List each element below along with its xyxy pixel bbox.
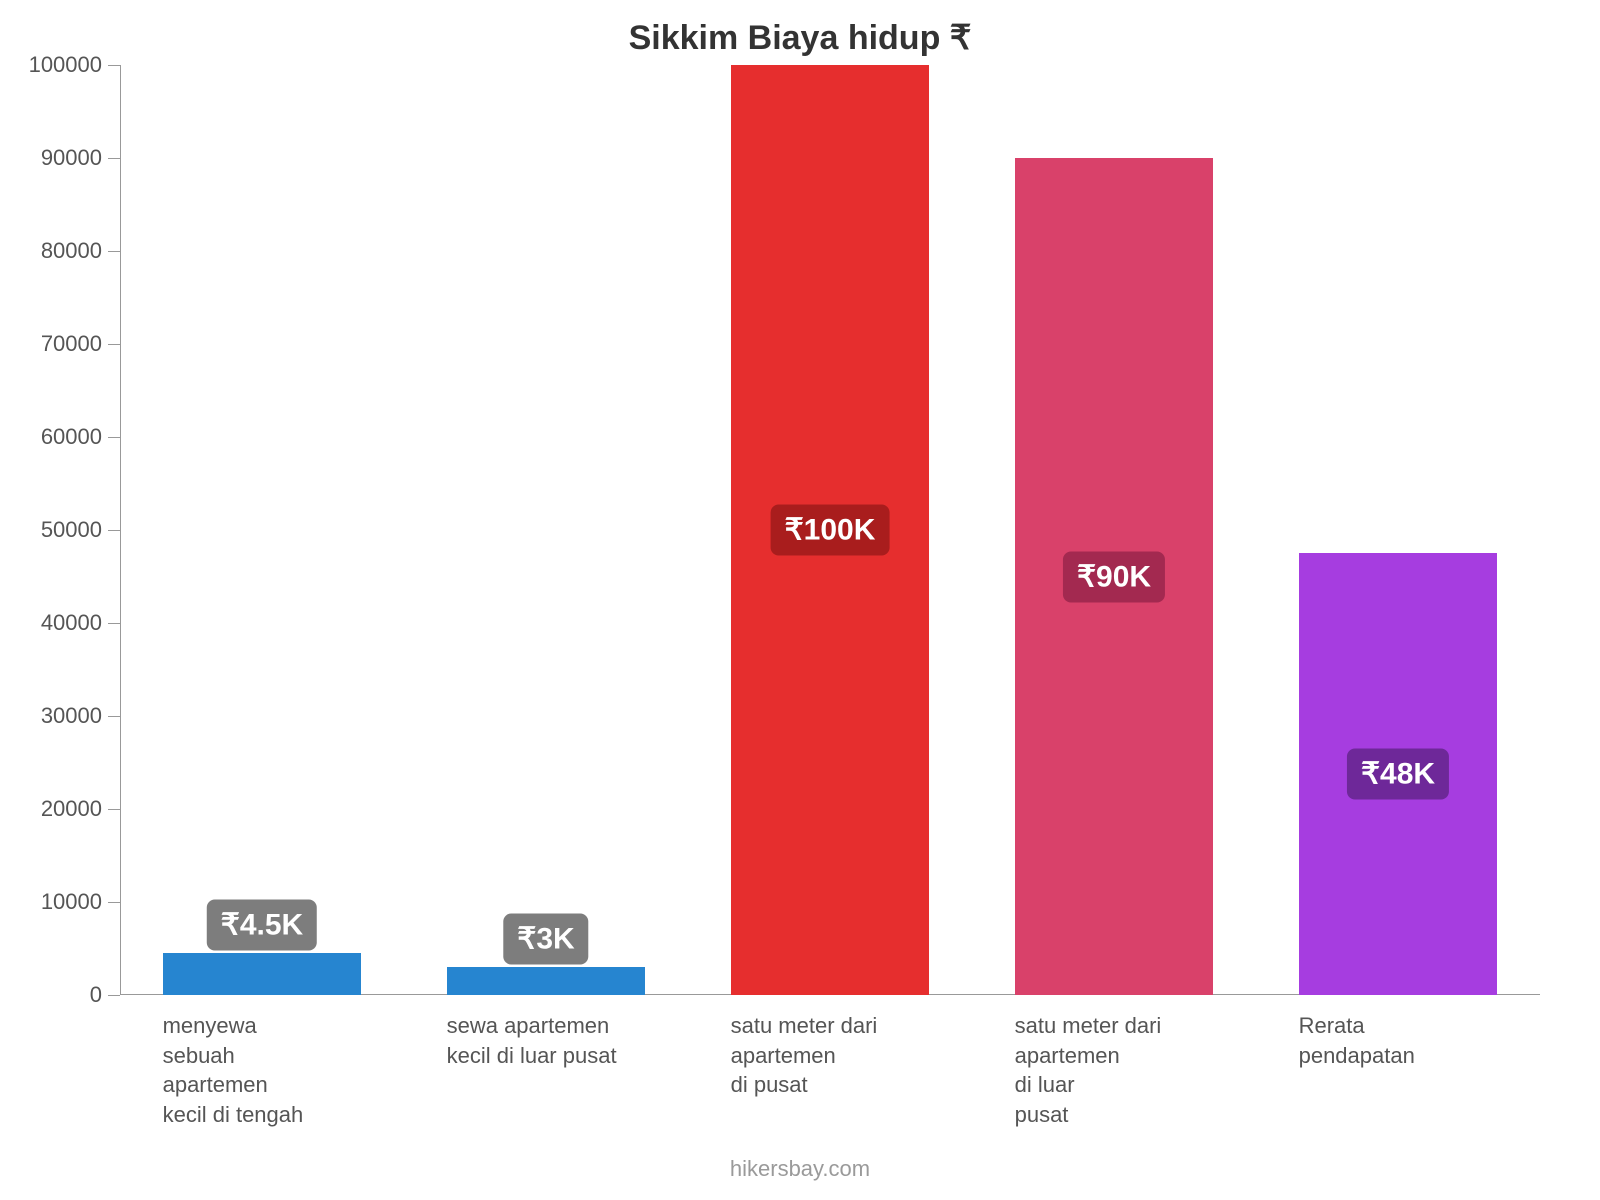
y-tick-label: 50000 (0, 517, 102, 543)
bar-value-badge: ₹90K (1063, 551, 1165, 602)
bar (163, 953, 362, 995)
y-tick-label: 0 (0, 982, 102, 1008)
y-tick (108, 251, 120, 252)
plot-area: 0100002000030000400005000060000700008000… (120, 65, 1540, 995)
y-tick (108, 623, 120, 624)
bar (447, 967, 646, 995)
y-tick (108, 809, 120, 810)
y-tick-label: 70000 (0, 331, 102, 357)
chart-footer: hikersbay.com (0, 1156, 1600, 1182)
y-tick (108, 716, 120, 717)
y-tick-label: 60000 (0, 424, 102, 450)
x-category-label: sewa apartemenkecil di luar pusat (447, 1011, 686, 1070)
x-category-label: Reratapendapatan (1299, 1011, 1538, 1070)
bar-value-badge: ₹100K (771, 505, 890, 556)
y-tick-label: 20000 (0, 796, 102, 822)
y-tick (108, 437, 120, 438)
bar-value-badge: ₹3K (503, 914, 588, 965)
y-tick-label: 80000 (0, 238, 102, 264)
y-tick (108, 902, 120, 903)
x-category-label: menyewasebuahapartemenkecil di tengah (163, 1011, 402, 1130)
y-tick-label: 10000 (0, 889, 102, 915)
y-tick-label: 30000 (0, 703, 102, 729)
bar-value-badge: ₹4.5K (207, 900, 317, 951)
y-tick-label: 40000 (0, 610, 102, 636)
y-axis-line (120, 65, 121, 995)
y-tick (108, 65, 120, 66)
x-category-label: satu meter dariapartemendi pusat (731, 1011, 970, 1100)
y-tick-label: 90000 (0, 145, 102, 171)
y-tick (108, 344, 120, 345)
chart-title: Sikkim Biaya hidup ₹ (0, 18, 1600, 58)
y-tick (108, 530, 120, 531)
y-tick (108, 158, 120, 159)
chart-container: Sikkim Biaya hidup ₹ 0100002000030000400… (0, 0, 1600, 1200)
x-category-label: satu meter dariapartemendi luarpusat (1015, 1011, 1254, 1130)
y-tick (108, 995, 120, 996)
bar-value-badge: ₹48K (1347, 749, 1449, 800)
y-tick-label: 100000 (0, 52, 102, 78)
